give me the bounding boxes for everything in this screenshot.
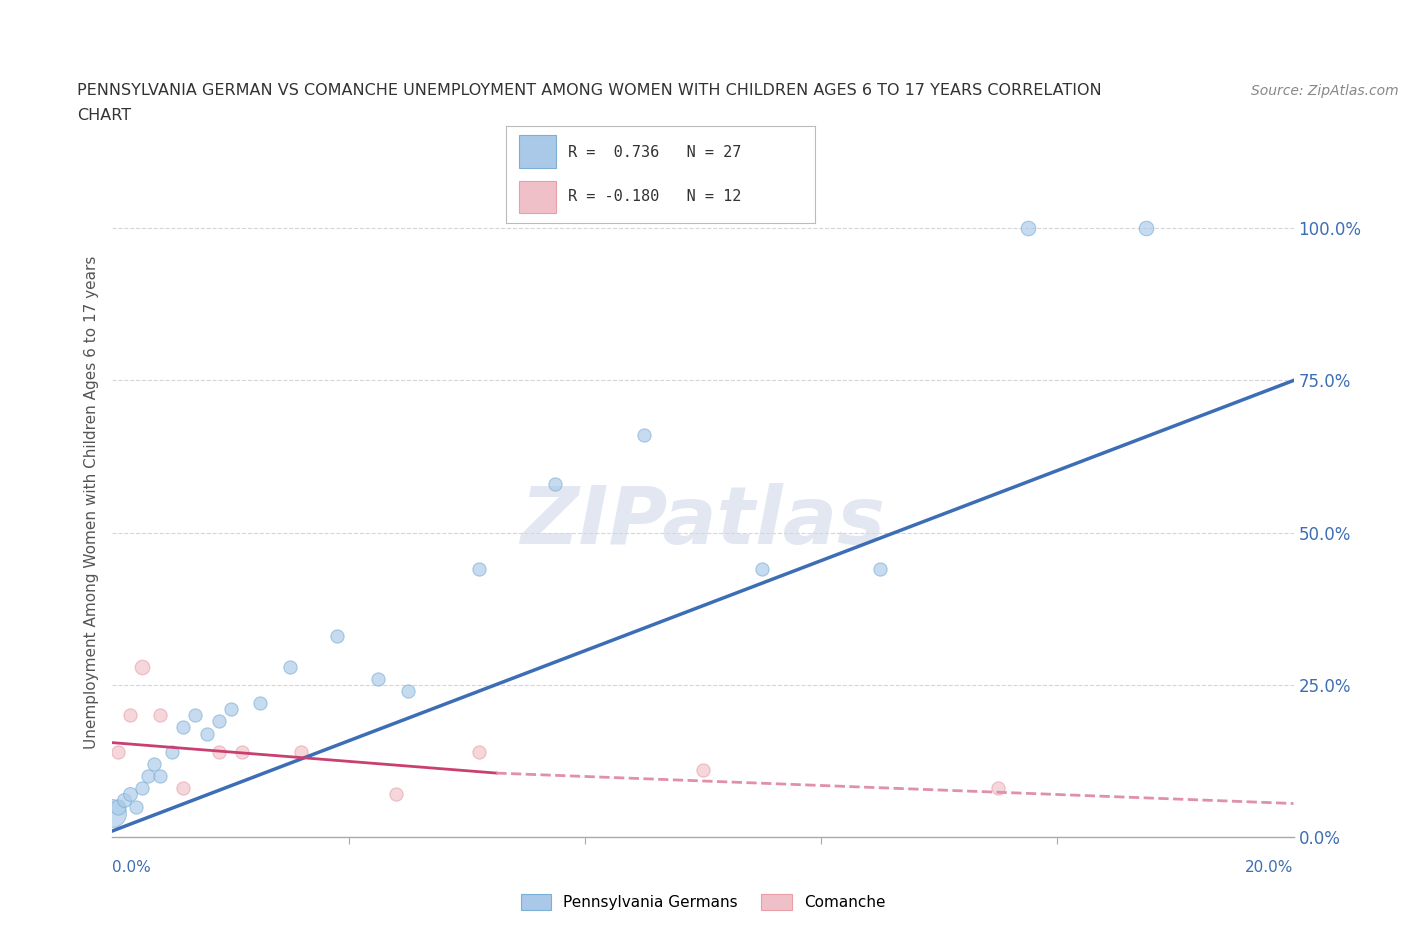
Point (278, 659, 301, 674)
Text: Source: ZipAtlas.com: Source: ZipAtlas.com (1251, 84, 1399, 98)
Point (1017, 220, 1039, 235)
Point (467, 562, 489, 577)
Point (131, 781, 153, 796)
Point (172, 720, 194, 735)
Point (107, 744, 129, 759)
Point (751, 562, 773, 577)
Point (120, 787, 142, 802)
Point (131, 659, 153, 674)
Point (149, 769, 172, 784)
Point (467, 744, 489, 759)
Point (120, 708, 142, 723)
Point (125, 799, 148, 814)
Point (208, 744, 231, 759)
Text: 0.0%: 0.0% (112, 860, 152, 875)
Point (107, 799, 129, 814)
Point (367, 671, 389, 686)
Text: ZIPatlas: ZIPatlas (520, 484, 886, 562)
Text: R =  0.736   N = 27: R = 0.736 N = 27 (568, 145, 741, 160)
Point (219, 702, 242, 717)
Point (208, 714, 231, 729)
Y-axis label: Unemployment Among Women with Children Ages 6 to 17 years: Unemployment Among Women with Children A… (83, 256, 98, 749)
Point (869, 562, 891, 577)
Point (692, 763, 714, 777)
Text: PENNSYLVANIA GERMAN VS COMANCHE UNEMPLOYMENT AMONG WOMEN WITH CHILDREN AGES 6 TO: PENNSYLVANIA GERMAN VS COMANCHE UNEMPLOY… (77, 83, 1102, 98)
Point (544, 476, 567, 491)
Point (112, 793, 135, 808)
Bar (519, 181, 555, 214)
Point (149, 708, 172, 723)
Bar (519, 136, 555, 167)
Point (195, 726, 218, 741)
Point (633, 428, 655, 443)
Point (184, 708, 207, 723)
Point (160, 744, 183, 759)
Point (142, 756, 165, 771)
Point (136, 769, 159, 784)
Point (172, 781, 194, 796)
Point (290, 744, 312, 759)
Text: 20.0%: 20.0% (1246, 860, 1294, 875)
Point (385, 787, 408, 802)
Point (249, 696, 271, 711)
Text: CHART: CHART (77, 108, 131, 123)
Point (396, 684, 419, 698)
Point (101, 805, 124, 820)
Point (987, 781, 1010, 796)
Legend: Pennsylvania Germans, Comanche: Pennsylvania Germans, Comanche (515, 888, 891, 916)
Point (326, 629, 349, 644)
Point (1135, 220, 1157, 235)
Point (231, 744, 253, 759)
Text: R = -0.180   N = 12: R = -0.180 N = 12 (568, 190, 741, 205)
